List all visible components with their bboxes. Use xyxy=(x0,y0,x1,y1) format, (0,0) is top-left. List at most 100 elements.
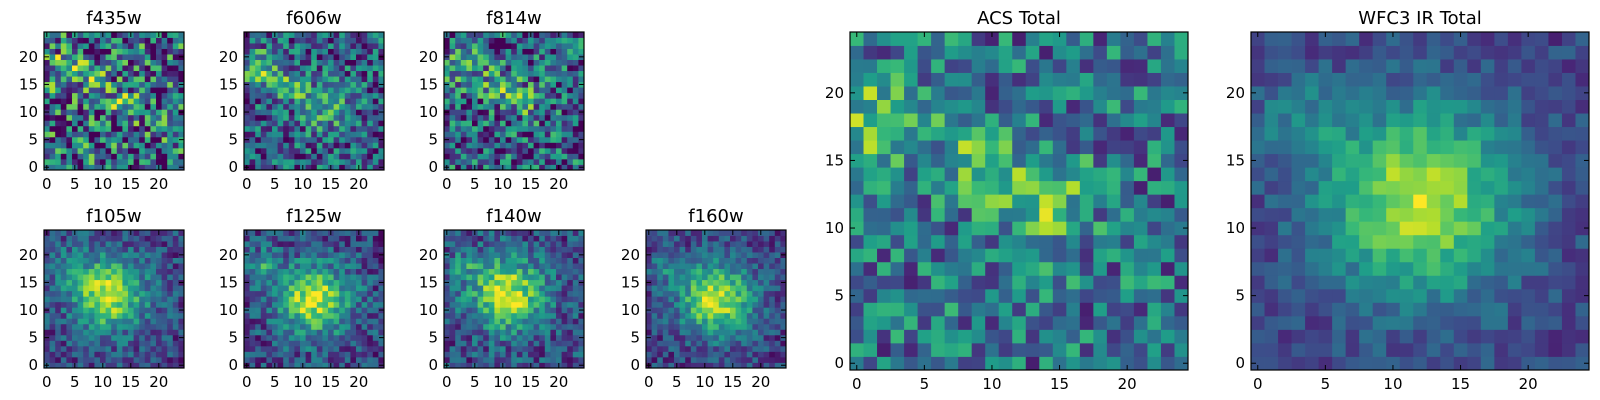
heatmap-cell xyxy=(333,76,340,83)
heatmap-cell xyxy=(561,142,568,149)
heatmap-cell xyxy=(344,307,351,314)
heatmap-cell xyxy=(344,340,351,347)
heatmap-cell xyxy=(94,246,101,253)
heatmap-cell xyxy=(550,54,557,60)
heatmap-cell xyxy=(116,362,123,369)
heatmap-cell xyxy=(944,207,959,222)
heatmap-cell xyxy=(77,257,84,264)
heatmap-cell xyxy=(472,158,478,165)
heatmap-cell xyxy=(718,230,725,236)
heatmap-cell xyxy=(139,147,146,154)
heatmap-cell xyxy=(356,103,362,110)
heatmap-cell xyxy=(288,65,295,72)
heatmap-cell xyxy=(55,263,62,270)
heatmap-cell xyxy=(328,158,334,165)
heatmap-cell xyxy=(111,98,118,105)
x-tick-label: 10 xyxy=(493,175,512,193)
heatmap-cell xyxy=(122,136,129,143)
heatmap-cell xyxy=(167,301,174,308)
heatmap-cell xyxy=(702,263,708,270)
heatmap-cell xyxy=(344,246,351,253)
heatmap-cell xyxy=(572,92,579,99)
heatmap-cell xyxy=(344,356,351,363)
x-tick-label: 15 xyxy=(121,175,140,193)
x-tick-label: 20 xyxy=(549,373,568,391)
heatmap-cell xyxy=(556,114,562,121)
heatmap-cell xyxy=(1093,275,1108,290)
heatmap-cell xyxy=(533,285,540,292)
heatmap-cell xyxy=(483,158,490,165)
heatmap-cell xyxy=(455,76,462,83)
heatmap-cell xyxy=(1093,194,1108,209)
heatmap-cell xyxy=(367,241,374,247)
heatmap-cell xyxy=(244,120,250,127)
heatmap-cell xyxy=(539,147,546,154)
heatmap-cell xyxy=(1133,261,1148,276)
heatmap-cell xyxy=(83,263,90,270)
heatmap-cell xyxy=(60,103,67,110)
heatmap-cell xyxy=(88,147,95,154)
heatmap-cell xyxy=(511,246,518,253)
heatmap-cell xyxy=(255,323,262,330)
heatmap-cell xyxy=(985,275,1000,290)
y-tick-label: 0 xyxy=(28,158,38,176)
x-tick-label: 5 xyxy=(70,373,80,391)
heatmap-cell xyxy=(272,98,278,105)
heatmap-cell xyxy=(66,290,73,297)
heatmap-cell xyxy=(133,103,140,110)
heatmap-cell xyxy=(266,153,273,160)
heatmap-cell xyxy=(300,37,306,44)
heatmap-cell xyxy=(533,263,540,270)
panel-title-f606w: f606w xyxy=(286,8,341,29)
heatmap-cell xyxy=(100,274,106,281)
heatmap-cell xyxy=(1012,207,1027,222)
heatmap-cell xyxy=(111,147,118,154)
heatmap-cell xyxy=(178,318,185,325)
heatmap-cell xyxy=(266,307,273,314)
heatmap-cell xyxy=(72,43,78,49)
heatmap-cell xyxy=(344,37,351,44)
heatmap-cell xyxy=(100,120,106,127)
heatmap-cell xyxy=(657,312,664,319)
heatmap-cell xyxy=(156,351,162,358)
heatmap-cell xyxy=(144,362,151,369)
heatmap-cell xyxy=(741,252,748,258)
heatmap-cell xyxy=(339,48,346,55)
heatmap-cell xyxy=(944,180,959,195)
heatmap-cell xyxy=(528,65,534,72)
heatmap-cell xyxy=(730,351,736,358)
heatmap-cell xyxy=(372,340,379,347)
heatmap-cell xyxy=(1160,248,1175,263)
heatmap-cell xyxy=(702,235,708,242)
heatmap-cell xyxy=(255,257,262,264)
heatmap-cell xyxy=(483,340,490,347)
heatmap-cell xyxy=(958,275,973,290)
heatmap-cell xyxy=(1039,302,1054,317)
heatmap-cell xyxy=(466,235,473,242)
heatmap-cell xyxy=(88,241,95,247)
heatmap-cell xyxy=(460,158,467,165)
heatmap-cell xyxy=(890,221,905,236)
heatmap-cell xyxy=(49,230,56,236)
heatmap-cell xyxy=(516,279,523,286)
heatmap-cell xyxy=(455,351,462,358)
heatmap-cell xyxy=(372,81,379,88)
heatmap-cell xyxy=(505,257,512,264)
heatmap-cell xyxy=(1079,221,1094,236)
heatmap-cell xyxy=(55,362,62,369)
heatmap-cell xyxy=(94,48,101,55)
heatmap-cell xyxy=(378,153,385,160)
heatmap-cell xyxy=(1133,207,1148,222)
heatmap-cell xyxy=(128,301,134,308)
heatmap-cell xyxy=(533,252,540,258)
heatmap-cell xyxy=(550,340,557,347)
heatmap-cell xyxy=(477,164,484,171)
heatmap-cell xyxy=(144,59,151,66)
heatmap-cell xyxy=(305,120,312,127)
heatmap-cell xyxy=(249,323,256,330)
heatmap-cell xyxy=(690,257,697,264)
heatmap-cell xyxy=(544,362,551,369)
heatmap-cell xyxy=(449,235,456,242)
heatmap-cell xyxy=(244,125,250,132)
heatmap-cell xyxy=(690,246,697,253)
